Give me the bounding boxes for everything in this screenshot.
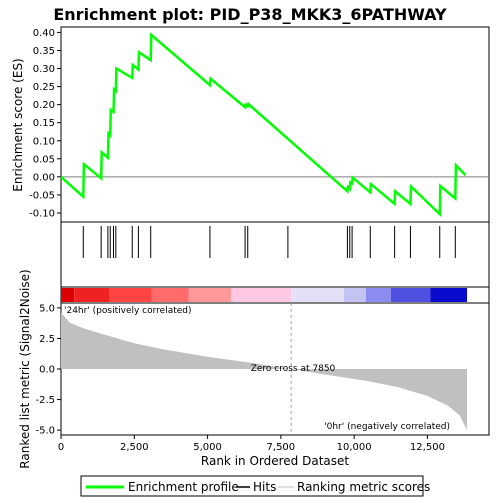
x-axis-label: Rank in Ordered Dataset: [201, 454, 349, 468]
x-tick-label: 0: [58, 442, 64, 453]
ranked-metric-panel: -5.0 -2.5 0.0 2.5 5.0 '24hr' (positively cor…: [18, 269, 490, 469]
chart-title: Enrichment plot: PID_P38_MKK3_6PATHWAY: [53, 5, 447, 24]
legend-frame: [80, 475, 424, 497]
colorbar-segment: [390, 288, 431, 302]
colorbar-segment: [365, 288, 391, 302]
x-tick-label: 12,500: [410, 442, 445, 453]
hit-lines: [82, 226, 456, 258]
colorbar-segment: [188, 288, 232, 302]
ranked-y-tick-label: 2.5: [39, 334, 55, 345]
colorbar-segment: [74, 288, 110, 302]
es-y-tick-label: 0.25: [33, 82, 55, 93]
ranked-y-axis-label: Ranked list metric (Signal2Noise): [18, 269, 32, 468]
enrichment-profile-line: [60, 32, 467, 217]
ranked-y-tick-label: -2.5: [35, 395, 55, 406]
legend-label-enrichment-profile: Enrichment profile: [128, 480, 239, 494]
es-y-axis-ticks: -0.10 -0.05 0.00 0.05 0.10 0.15 0.20 0.25 0.30 0.…: [29, 28, 61, 219]
ranked-y-axis-ticks: -5.0 -2.5 0.0 2.5 5.0: [35, 303, 61, 437]
es-y-tick-label: 0.05: [33, 154, 55, 165]
positive-correlation-label: '24hr' (positively correlated): [64, 306, 192, 316]
legend-label-ranking-metric: Ranking metric scores: [297, 480, 430, 494]
ranked-y-tick-label: 5.0: [39, 303, 55, 314]
x-tick-label: 5,000: [193, 442, 222, 453]
es-y-tick-label: -0.10: [29, 208, 55, 219]
zero-cross-label: Zero cross at 7850: [251, 364, 336, 374]
legend-label-hits: Hits: [253, 480, 276, 494]
rank-colorbar: [60, 286, 490, 304]
x-tick-label: 7,500: [267, 442, 296, 453]
es-y-tick-label: 0.35: [33, 46, 55, 57]
legend: Enrichment profile Hits Ranking metric s…: [80, 475, 430, 497]
es-y-tick-label: 0.40: [33, 28, 55, 39]
es-y-tick-label: 0.10: [33, 136, 55, 147]
es-y-tick-label: 0.15: [33, 118, 55, 129]
colorbar-segment: [231, 288, 292, 302]
es-panel-frame: [60, 26, 490, 223]
colorbar-segment: [109, 288, 152, 302]
es-panel: -0.10 -0.05 0.00 0.05 0.10 0.15 0.20 0.25 0.30 0.…: [11, 26, 490, 223]
colorbar-segment: [151, 288, 189, 302]
hits-panel: [60, 221, 490, 288]
negative-correlation-label: '0hr' (negatively correlated): [324, 422, 450, 432]
x-tick-label: 10,000: [337, 442, 372, 453]
colorbar-segment: [61, 288, 75, 302]
x-axis-ticks: 0 2,500 5,000 7,500 10,000 12,500: [58, 435, 445, 453]
colorbar-segment: [430, 288, 468, 302]
hits-panel-frame: [60, 221, 490, 288]
colorbar-segment: [291, 288, 344, 302]
ranking-metric-area: [61, 312, 467, 431]
es-y-tick-label: 0.20: [33, 100, 55, 111]
es-y-tick-label: -0.05: [29, 190, 55, 201]
es-y-tick-label: 0.30: [33, 64, 55, 75]
x-tick-label: 2,500: [120, 442, 149, 453]
colorbar-segment: [343, 288, 366, 302]
es-y-tick-label: 0.00: [33, 172, 55, 183]
ranked-y-tick-label: -5.0: [35, 426, 55, 437]
ranked-y-tick-label: 0.0: [39, 365, 55, 376]
colorbar-segments: [61, 288, 468, 302]
es-y-axis-label: Enrichment score (ES): [11, 58, 25, 191]
